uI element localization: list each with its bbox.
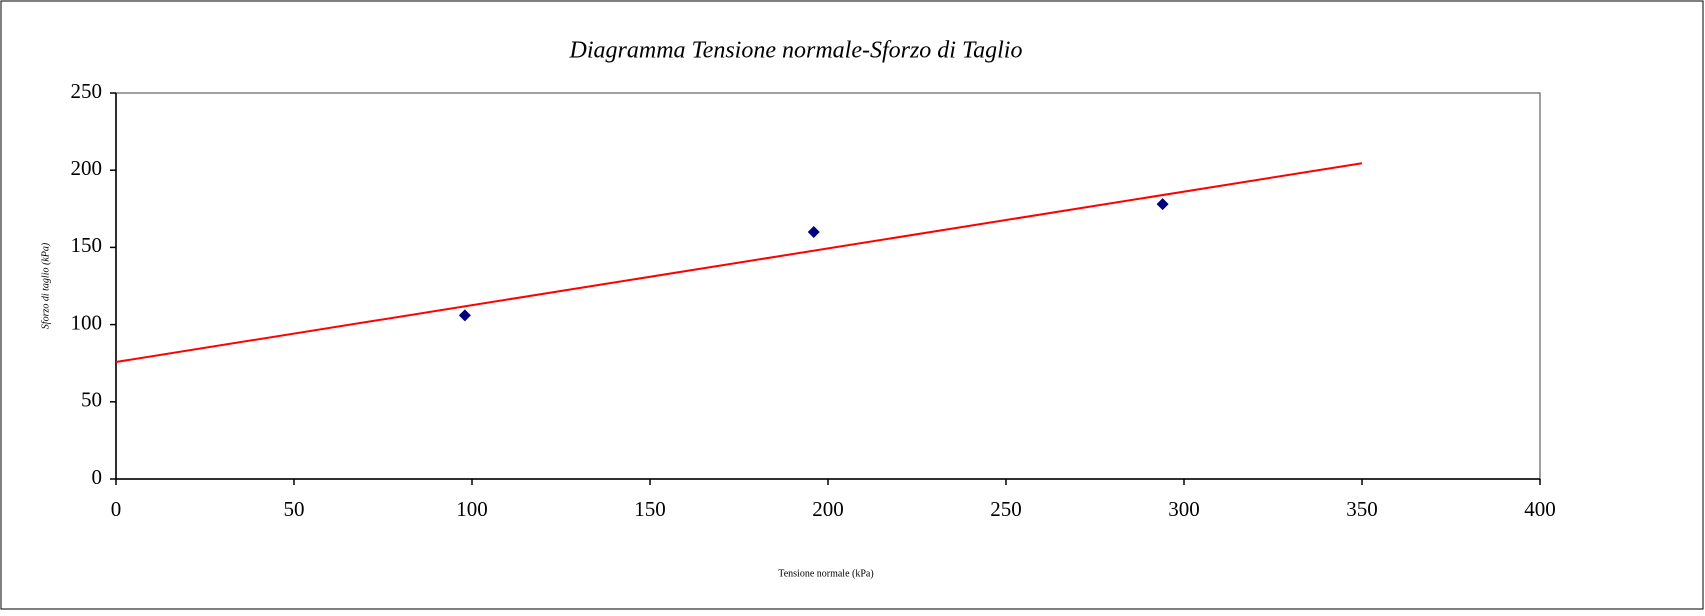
data-point — [807, 225, 820, 238]
y-axis-label: Sforzo di taglio (kPa) — [40, 242, 51, 329]
x-tick-label: 100 — [456, 497, 488, 521]
y-tick-label: 50 — [81, 388, 102, 412]
y-tick-label: 250 — [71, 79, 103, 103]
x-tick-label: 250 — [990, 497, 1022, 521]
x-tick-label: 150 — [634, 497, 666, 521]
x-tick-label: 400 — [1524, 497, 1556, 521]
x-tick-label: 200 — [812, 497, 844, 521]
x-axis-label: Tensione normale (kPa) — [778, 568, 873, 579]
x-tick-label: 0 — [111, 497, 122, 521]
y-tick-label: 150 — [71, 233, 103, 257]
trendline — [115, 162, 1363, 363]
x-tick-label: 350 — [1346, 497, 1378, 521]
x-tick-label: 300 — [1168, 497, 1200, 521]
data-point — [458, 309, 471, 322]
chart-title: Diagramma Tensione normale-Sforzo di Tag… — [569, 38, 1023, 64]
y-tick-label: 0 — [92, 465, 103, 489]
y-tick-label: 100 — [71, 310, 103, 334]
y-tick-label: 200 — [71, 156, 103, 180]
x-tick-label: 50 — [284, 497, 305, 521]
data-point — [1156, 198, 1169, 211]
